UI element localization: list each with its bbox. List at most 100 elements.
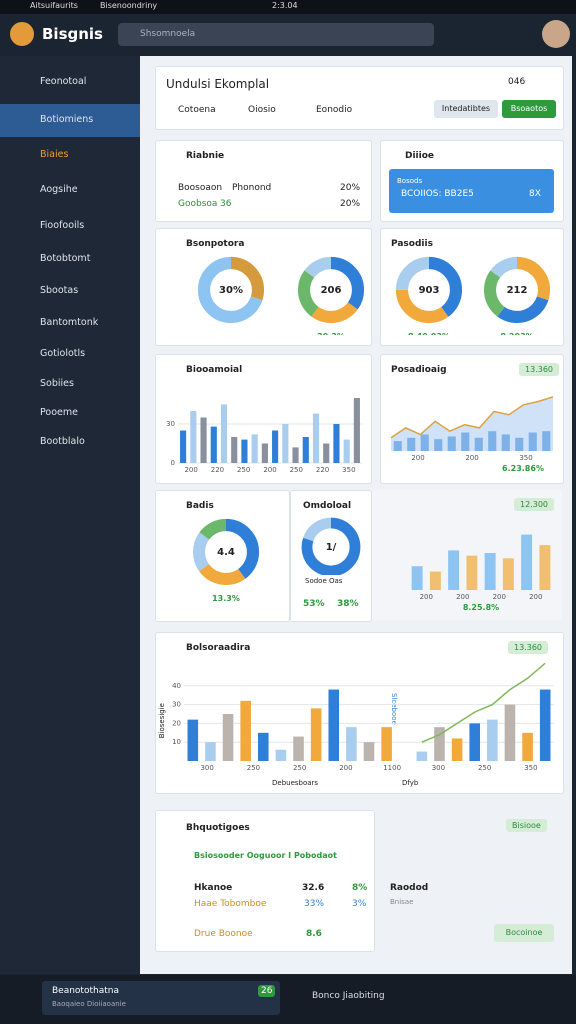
nav-item[interactable]: Bootblalo [40, 436, 85, 447]
bar [282, 424, 289, 463]
bar [504, 704, 516, 761]
bar [434, 439, 443, 451]
badge: 13.360 [519, 363, 559, 376]
card: Bhquotigoes Bsiosooder Ooguoor I Pobodao… [155, 810, 375, 952]
nav-item[interactable]: Pooeme [40, 407, 78, 418]
card-title: Omdoloal [303, 501, 352, 511]
logo[interactable]: Bisgnis [42, 25, 103, 43]
counter: 046 [508, 77, 526, 87]
bar [488, 431, 497, 451]
task-title[interactable]: Bonco Jiaobiting [312, 991, 385, 1001]
tab[interactable]: Oiosio [248, 105, 276, 115]
donut-center: 903 [419, 285, 440, 296]
donut-segment [197, 256, 265, 324]
bar [251, 434, 258, 463]
button[interactable]: Bocoinoe [494, 924, 554, 942]
donut-segment [192, 518, 260, 586]
banner-value: 8X [529, 189, 541, 199]
tab[interactable]: Eonodio [316, 105, 353, 115]
donut-center: 30% [219, 285, 243, 296]
x-tick-label: 250 [293, 764, 306, 772]
nav-item[interactable]: Botiomiens [40, 114, 94, 125]
x-tick-label: 250 [237, 466, 250, 474]
nav-item[interactable]: Fioofooils [40, 220, 85, 231]
line [390, 396, 554, 439]
bar [448, 550, 460, 590]
donut-center: 206 [321, 285, 342, 296]
x-tick-label: 200 [411, 454, 424, 462]
caption: 53% [303, 599, 325, 609]
line [421, 663, 546, 743]
donut-segment [483, 256, 551, 324]
axis-title: Dfyb [402, 779, 419, 787]
bar [469, 723, 480, 761]
card-title: Bolsoraadira [186, 643, 251, 653]
bar [381, 727, 392, 761]
active-item-bg [0, 104, 140, 137]
bar [487, 719, 498, 761]
logo-icon [10, 22, 34, 46]
caption: 20.3% [317, 332, 345, 335]
bar [461, 432, 470, 451]
cell: 3% [352, 899, 367, 909]
x-tick-label: 200 [465, 454, 478, 462]
card: Pasodiis 903 8.40.03% 212 8.203% [380, 228, 564, 346]
card-title: Badis [186, 501, 214, 511]
caption: 38% [337, 599, 359, 609]
card: Bolsoraadira 13.360 Biosesigie Slcebooe … [155, 632, 564, 794]
card: Posadioaig 13.360 200 200 350 6.23.86% [380, 354, 564, 484]
avatar[interactable] [542, 20, 570, 48]
x-tick-label: 200 [420, 593, 433, 601]
chart: 1/ [301, 517, 361, 575]
nav-item[interactable]: Gotiolotls [40, 348, 86, 359]
y-tick-label: 20 [172, 719, 181, 727]
nav-item[interactable]: Sbootas [40, 285, 79, 296]
button[interactable]: Bsoaotos [502, 100, 556, 118]
nav-item[interactable]: Bantomtonk [40, 317, 99, 328]
nav-item[interactable]: Aogsihe [40, 184, 78, 195]
card: Omdoloal 1/ Sodoe Oas 53% 38% [290, 490, 372, 622]
axis-title: Debuesboars [272, 779, 319, 787]
caption: 8.203% [500, 332, 533, 335]
card: Badis 4.4 13.3% [155, 490, 290, 622]
bar [502, 558, 514, 590]
bar [528, 432, 537, 451]
chart: 903 8.40.03% [395, 256, 463, 335]
button[interactable]: Intedatibtes [434, 100, 498, 118]
nav-item[interactable]: Feonotoal [40, 76, 87, 87]
donut-segment [483, 256, 551, 324]
card-title: Posadioaig [391, 365, 447, 375]
app-name: Aitsuifaurits [30, 1, 78, 10]
axis-title: Biosesigie [158, 703, 166, 739]
nav-item[interactable]: Biaies [40, 149, 69, 160]
caption: 13.3% [212, 594, 240, 603]
bar [539, 545, 551, 590]
card-title: Pasodiis [391, 239, 433, 249]
task-subtitle: Baoqaieo Dioiiaoanie [52, 1000, 126, 1008]
card: Riabnie Boosoaon Phonond 20% Goobsoa 36 … [155, 140, 372, 222]
x-tick-label: 220 [211, 466, 224, 474]
chart: 4.4 13.3% [192, 518, 260, 603]
x-tick-label: 300 [200, 764, 213, 772]
badge: 12.300 [514, 498, 554, 511]
bar [293, 736, 304, 761]
card: Bsonpotora 30% 206 20.3% [155, 228, 372, 346]
x-tick-label: 1100 [383, 764, 401, 772]
search-box[interactable]: Shsomnoela [118, 23, 434, 46]
page-title: Undulsi Ekomplal [166, 77, 270, 91]
x-tick-label: 200 [493, 593, 506, 601]
page-header: Undulsi Ekomplal 046 Cotoena Oiosio Eono… [155, 66, 564, 130]
bar [231, 437, 238, 463]
card: Diiioe Bosods BCOIIOS: BB2E5 8X [380, 140, 564, 222]
bar [539, 689, 551, 761]
nav-item[interactable]: Sobiies [40, 378, 74, 389]
tab[interactable]: Cotoena [178, 105, 216, 115]
bar [363, 742, 375, 761]
bar [343, 439, 350, 463]
bar [328, 689, 340, 761]
bar [275, 749, 287, 761]
x-tick-label: 200 [263, 466, 276, 474]
nav-item[interactable]: Botobtomt [40, 253, 91, 264]
task[interactable]: Beanotothatna Baoqaieo Dioiiaoanie 26 [42, 981, 280, 1015]
y-tick-label: 30 [172, 701, 181, 709]
